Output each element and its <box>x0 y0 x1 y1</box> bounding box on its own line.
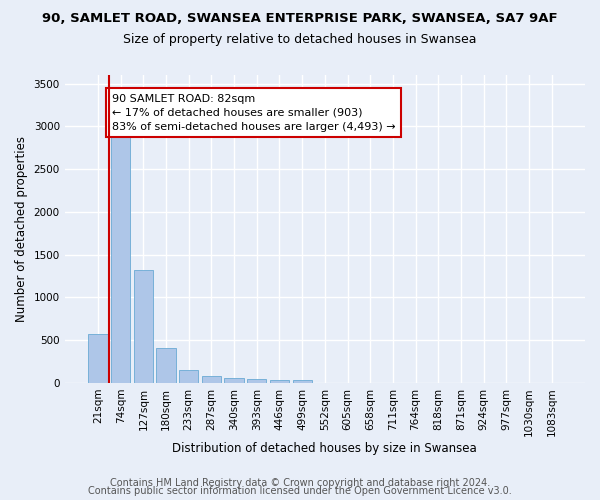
Text: 90 SAMLET ROAD: 82sqm
← 17% of detached houses are smaller (903)
83% of semi-det: 90 SAMLET ROAD: 82sqm ← 17% of detached … <box>112 94 395 132</box>
Bar <box>111 133 130 383</box>
Bar <box>224 378 244 383</box>
Text: Size of property relative to detached houses in Swansea: Size of property relative to detached ho… <box>123 32 477 46</box>
Bar <box>247 378 266 383</box>
Bar <box>202 376 221 383</box>
Text: Contains public sector information licensed under the Open Government Licence v3: Contains public sector information licen… <box>88 486 512 496</box>
Bar <box>270 380 289 383</box>
Bar <box>157 348 176 383</box>
Y-axis label: Number of detached properties: Number of detached properties <box>15 136 28 322</box>
Bar <box>179 370 199 383</box>
Bar <box>88 334 107 383</box>
Bar <box>293 380 312 383</box>
X-axis label: Distribution of detached houses by size in Swansea: Distribution of detached houses by size … <box>172 442 477 455</box>
Bar <box>134 270 153 383</box>
Text: 90, SAMLET ROAD, SWANSEA ENTERPRISE PARK, SWANSEA, SA7 9AF: 90, SAMLET ROAD, SWANSEA ENTERPRISE PARK… <box>42 12 558 26</box>
Text: Contains HM Land Registry data © Crown copyright and database right 2024.: Contains HM Land Registry data © Crown c… <box>110 478 490 488</box>
